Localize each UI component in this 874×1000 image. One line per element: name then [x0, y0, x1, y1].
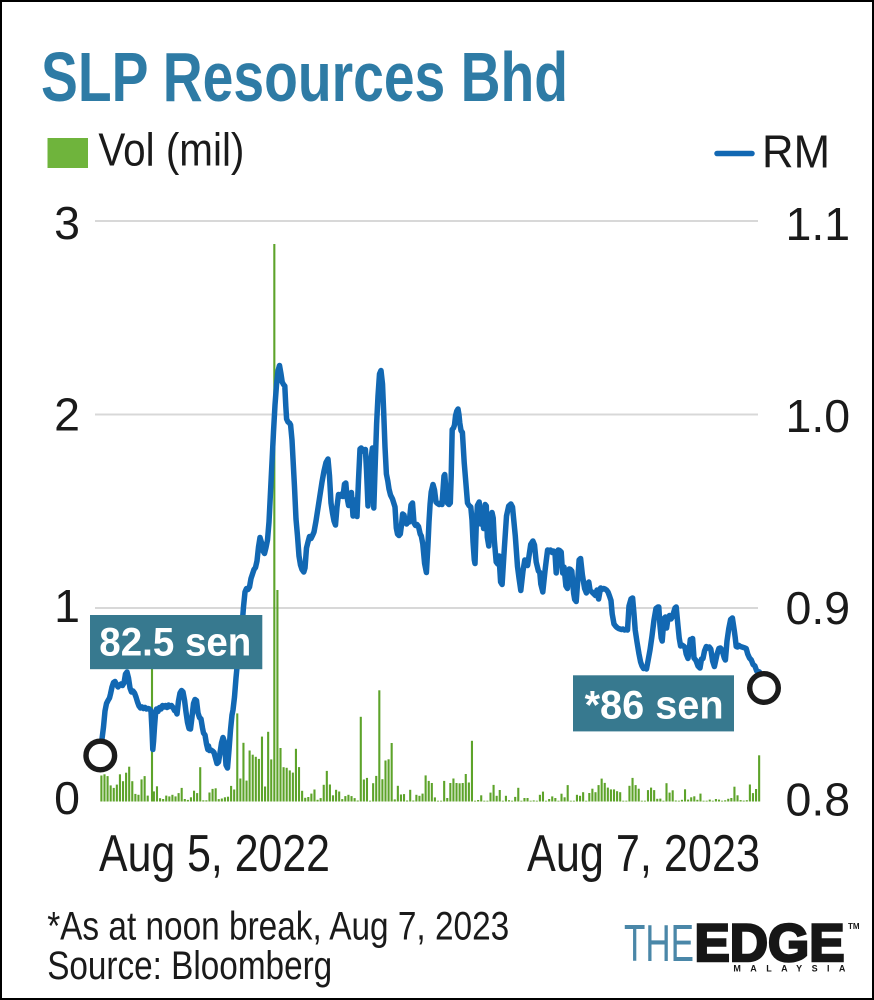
svg-text:0.8: 0.8: [786, 774, 851, 826]
svg-text:1: 1: [54, 580, 80, 632]
svg-text:1.1: 1.1: [786, 198, 851, 250]
svg-text:0: 0: [54, 772, 80, 824]
svg-text:2: 2: [54, 389, 80, 441]
svg-text:RM: RM: [762, 126, 830, 178]
svg-text:*86 sen: *86 sen: [585, 684, 724, 728]
svg-text:Vol (mil): Vol (mil): [98, 124, 244, 176]
svg-text:82.5 sen: 82.5 sen: [99, 621, 251, 665]
svg-text:Aug 7, 2023: Aug 7, 2023: [527, 824, 760, 882]
svg-text:1.0: 1.0: [786, 390, 851, 442]
svg-text:3: 3: [54, 197, 80, 249]
svg-text:EDGE: EDGE: [695, 914, 845, 973]
svg-text:SLP Resources Bhd: SLP Resources Bhd: [41, 38, 568, 116]
svg-text:TM: TM: [848, 922, 860, 931]
svg-text:*As at noon break, Aug 7, 2023: *As at noon break, Aug 7, 2023: [47, 905, 509, 949]
svg-text:THE: THE: [624, 915, 694, 973]
svg-text:Source: Bloomberg: Source: Bloomberg: [47, 944, 332, 988]
svg-text:0.9: 0.9: [786, 582, 851, 634]
svg-text:Aug 5, 2022: Aug 5, 2022: [99, 824, 330, 882]
